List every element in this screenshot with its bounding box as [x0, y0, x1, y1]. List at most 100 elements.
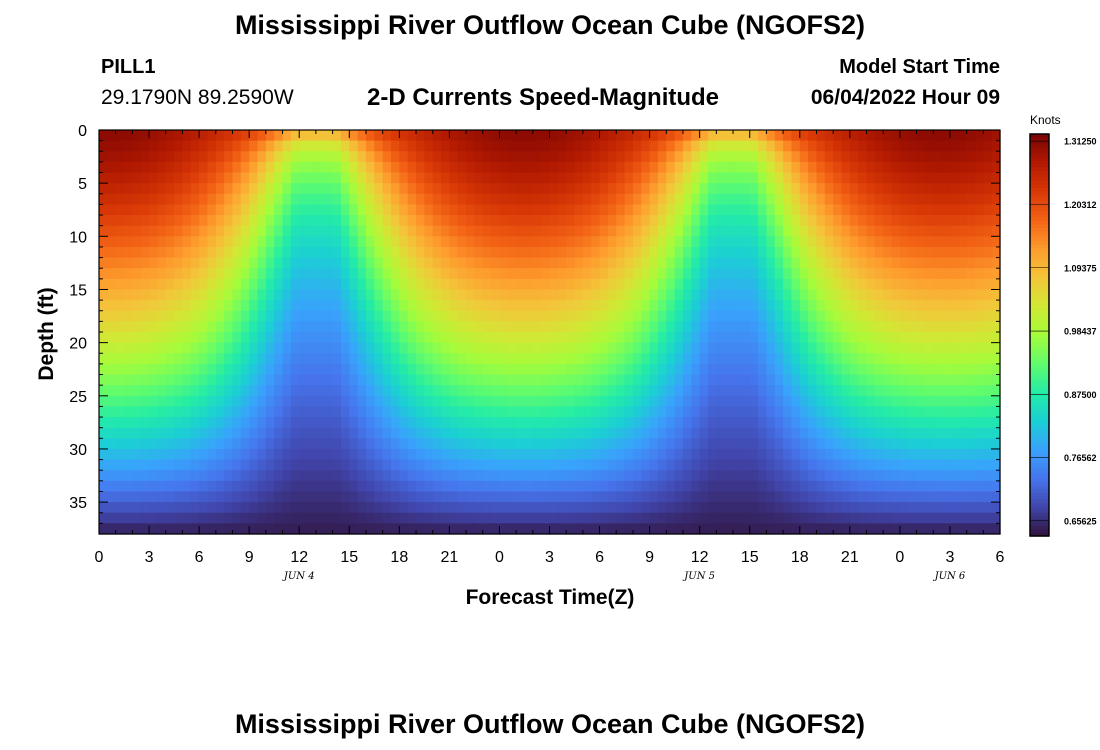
heatmap-cell — [591, 374, 601, 386]
heatmap-cell — [324, 374, 334, 386]
heatmap-cell — [799, 268, 809, 280]
heatmap-cell — [416, 502, 425, 514]
heatmap-cell — [457, 183, 467, 195]
heatmap-cell — [324, 480, 334, 493]
heatmap-cell — [215, 183, 225, 195]
heatmap-cell — [290, 459, 300, 471]
heatmap-cell — [733, 438, 742, 450]
heatmap-cell — [532, 342, 542, 354]
heatmap-cell — [574, 151, 584, 163]
heatmap-cell — [432, 161, 442, 174]
heatmap-cell — [240, 480, 250, 493]
heatmap-cell — [941, 300, 951, 312]
heatmap-cell — [390, 183, 400, 195]
heatmap-cell — [257, 523, 267, 535]
heatmap-cell — [891, 193, 901, 206]
heatmap-cell — [507, 193, 517, 206]
heatmap-cell — [624, 204, 634, 216]
heatmap-cell — [407, 193, 417, 206]
heatmap-cell — [215, 172, 225, 184]
heatmap-cell — [457, 246, 467, 259]
heatmap-cell — [265, 172, 275, 184]
heatmap-cell — [307, 427, 317, 439]
heatmap-cell — [733, 161, 742, 174]
heatmap-cell — [758, 193, 767, 206]
heatmap-cell — [274, 438, 284, 450]
heatmap-cell — [991, 161, 1001, 174]
colorbar-swatch — [1030, 294, 1049, 299]
heatmap-cell — [791, 215, 801, 227]
heatmap-cell — [974, 512, 984, 524]
heatmap-cell — [866, 448, 876, 461]
heatmap-cell — [874, 512, 884, 524]
heatmap-cell — [499, 332, 509, 344]
heatmap-cell — [824, 257, 834, 269]
heatmap-cell — [649, 151, 659, 163]
heatmap-cell — [833, 151, 843, 163]
heatmap-cell — [532, 246, 542, 259]
heatmap-cell — [282, 161, 292, 174]
heatmap-cell — [416, 459, 425, 471]
colorbar-swatch — [1030, 328, 1049, 333]
colorbar-swatch — [1030, 428, 1049, 433]
heatmap-cell — [941, 151, 951, 163]
heatmap-cell — [607, 523, 617, 535]
heatmap-cell — [399, 289, 409, 301]
heatmap-cell — [340, 246, 350, 259]
heatmap-cell — [632, 512, 642, 524]
heatmap-cell — [357, 417, 367, 429]
colorbar-swatch — [1030, 408, 1049, 413]
heatmap-cell — [390, 417, 400, 429]
heatmap-cell — [399, 193, 409, 206]
heatmap-cell — [541, 225, 551, 237]
heatmap-cell — [657, 300, 667, 312]
heatmap-cell — [182, 523, 192, 535]
heatmap-cell — [816, 470, 826, 482]
heatmap-cell — [199, 130, 209, 142]
colorbar-swatch — [1030, 358, 1049, 363]
heatmap-cell — [791, 161, 801, 174]
heatmap-cell — [107, 417, 117, 429]
heatmap-cell — [491, 417, 501, 429]
heatmap-cell — [708, 193, 717, 206]
heatmap-cell — [749, 278, 759, 291]
heatmap-cell — [432, 300, 442, 312]
heatmap-cell — [733, 151, 742, 163]
heatmap-cell — [549, 512, 559, 524]
heatmap-cell — [674, 183, 684, 195]
heatmap-cell — [257, 491, 267, 503]
heatmap-cell — [449, 225, 459, 237]
heatmap-cell — [374, 215, 384, 227]
heatmap-cell — [349, 140, 359, 152]
heatmap-cell — [699, 140, 709, 152]
heatmap-cell — [516, 151, 526, 163]
heatmap-cell — [99, 480, 108, 493]
heatmap-cell — [549, 438, 559, 450]
heatmap-cell — [866, 502, 876, 514]
heatmap-cell — [949, 448, 959, 461]
heatmap-cell — [591, 140, 601, 152]
heatmap-cell — [382, 502, 392, 514]
heatmap-cell — [349, 172, 359, 184]
heatmap-cell — [974, 236, 984, 248]
heatmap-cell — [866, 480, 876, 493]
colorbar-swatch — [1030, 435, 1049, 440]
heatmap-cell — [724, 310, 734, 322]
heatmap-cell — [157, 417, 167, 429]
heatmap-cell — [841, 300, 851, 312]
heatmap-cell — [741, 161, 751, 174]
heatmap-cell — [724, 130, 734, 142]
heatmap-cell — [315, 374, 325, 386]
heatmap-cell — [908, 470, 918, 482]
heatmap-cell — [616, 151, 626, 163]
heatmap-cell — [432, 332, 442, 344]
heatmap-cell — [507, 225, 517, 237]
heatmap-cell — [949, 353, 959, 365]
heatmap-cell — [257, 459, 267, 471]
heatmap-cell — [941, 395, 951, 408]
heatmap-cell — [382, 470, 392, 482]
heatmap-cell — [866, 215, 876, 227]
colorbar-swatch — [1030, 519, 1049, 524]
heatmap-cell — [349, 406, 359, 418]
heatmap-cell — [432, 151, 442, 163]
